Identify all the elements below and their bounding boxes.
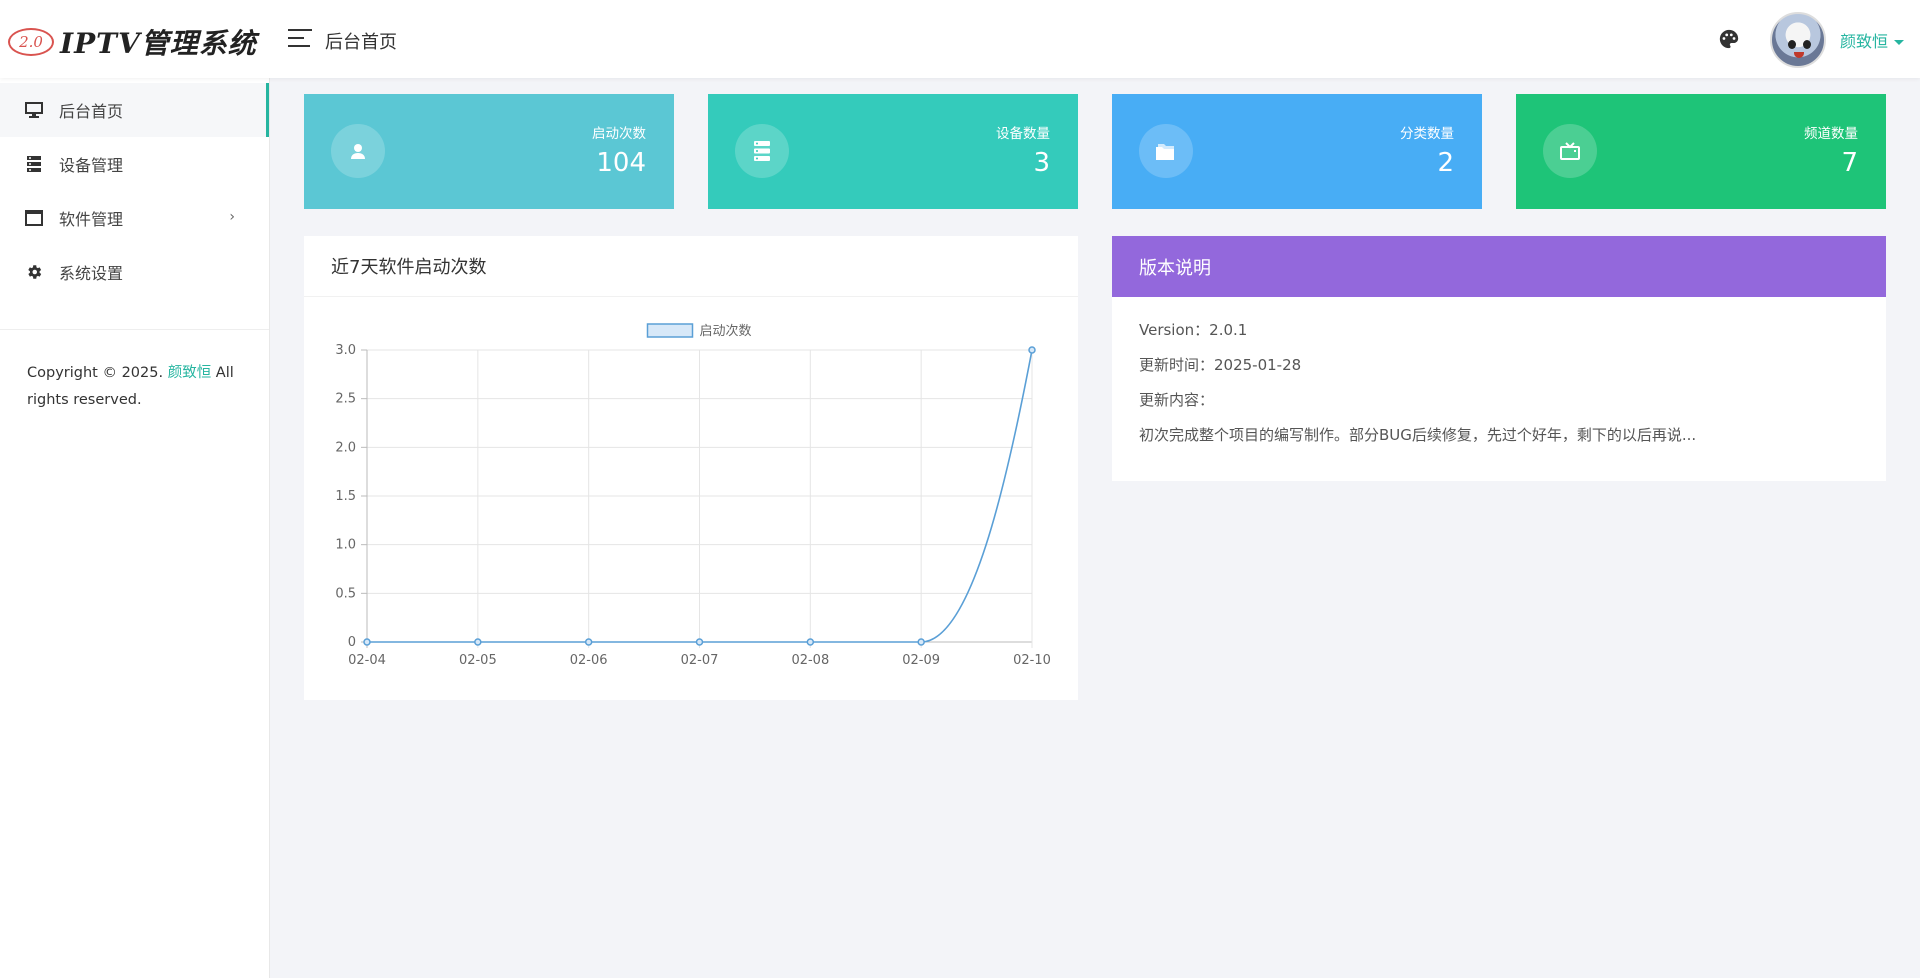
copyright-author-link[interactable]: 颜致恒 <box>167 365 212 381</box>
x-tick-label: 02-08 <box>791 653 829 668</box>
y-tick-label: 1.0 <box>335 538 356 553</box>
launch-count-chart: 0 0.5 1.0 1.5 2.0 2.5 3.0 02-04 02-05 02-06 02-07 0… <box>335 323 1051 668</box>
sidebar-divider <box>0 329 269 330</box>
stat-value: 104 <box>596 148 646 178</box>
y-tick-label: 1.5 <box>335 489 356 504</box>
user-menu[interactable]: 颜致恒 <box>1840 28 1905 52</box>
sidebar-item-dashboard[interactable]: 后台首页 <box>0 83 269 137</box>
copyright-prefix: Copyright © 2025. <box>27 365 168 381</box>
x-tick-label: 02-07 <box>681 653 719 668</box>
copyright-suffix: All rights reserved. <box>27 365 234 408</box>
sidebar-item-label: 后台首页 <box>59 102 124 121</box>
stat-label: 分类数量 <box>1400 126 1454 142</box>
data-point <box>584 638 593 646</box>
user-name-label: 颜致恒 <box>1840 32 1889 51</box>
logo-title: IPTV管理系统 <box>60 27 257 60</box>
stat-label: 设备数量 <box>996 126 1050 142</box>
stat-label: 启动次数 <box>592 126 646 142</box>
sidebar-item-label: 系统设置 <box>59 264 124 283</box>
user-avatar[interactable] <box>1770 12 1826 68</box>
data-point <box>917 638 925 646</box>
page-title: 后台首页 <box>325 32 397 53</box>
stat-card-categories[interactable]: 分类数量 2 <box>1112 94 1482 209</box>
y-tick-label: 2.5 <box>335 392 356 407</box>
x-tick-label: 02-09 <box>902 653 940 668</box>
x-tick-label: 02-04 <box>348 653 386 668</box>
legend-label: 启动次数 <box>700 323 752 339</box>
y-tick-label: 2.0 <box>335 440 356 455</box>
version-panel-title: 版本说明 <box>1112 236 1886 297</box>
update-content-label: 更新内容： <box>1139 391 1215 409</box>
version-number: Version：2.0.1 <box>1139 321 1248 339</box>
stat-value: 3 <box>1033 148 1050 178</box>
stat-card-devices[interactable]: 设备数量 3 <box>708 94 1078 209</box>
x-tick-label: 02-05 <box>459 653 497 668</box>
server-icon <box>25 155 43 173</box>
stat-value: 2 <box>1437 148 1454 178</box>
y-tick-label: 0 <box>348 635 356 650</box>
caret-down-icon <box>1894 40 1905 45</box>
data-point <box>1028 346 1036 354</box>
window-icon <box>25 209 43 227</box>
version-panel: 版本说明 Version：2.0.1 更新时间：2025-01-28 更新内容：… <box>1112 236 1886 481</box>
sidebar-item-software[interactable]: 软件管理 › <box>0 191 269 245</box>
x-tick-label: 02-06 <box>570 653 608 668</box>
palette-icon[interactable] <box>1718 28 1740 50</box>
monitor-icon <box>25 101 43 119</box>
data-point <box>474 638 482 646</box>
menu-toggle-icon[interactable] <box>288 29 312 49</box>
copyright-text: Copyright © 2025. 颜致恒 All rights reserve… <box>0 330 269 444</box>
logo-version-badge: 2.0 <box>8 28 54 56</box>
stat-label: 频道数量 <box>1804 126 1858 142</box>
gear-icon <box>25 263 43 281</box>
chart-panel-title: 近7天软件启动次数 <box>304 236 1078 297</box>
update-content: 初次完成整个项目的编写制作。部分BUG后续修复，先过个好年，剩下的以后再说... <box>1139 426 1697 444</box>
x-tick-label: 02-10 <box>1013 653 1051 668</box>
sidebar-item-devices[interactable]: 设备管理 <box>0 137 269 191</box>
y-tick-label: 3.0 <box>335 343 356 358</box>
data-point <box>806 638 815 646</box>
sidebar-item-label: 设备管理 <box>59 156 124 175</box>
app-logo[interactable]: 2.0 IPTV管理系统 <box>8 22 257 62</box>
legend-swatch <box>646 323 694 338</box>
chart-panel: 近7天软件启动次数 0 0.5 1.0 1.5 2.0 2.5 3.0 02-04 02-05 0… <box>304 236 1078 700</box>
y-tick-label: 0.5 <box>335 586 356 601</box>
stat-card-channels[interactable]: 频道数量 7 <box>1516 94 1886 209</box>
tv-icon <box>1543 124 1597 178</box>
stat-card-launches[interactable]: 启动次数 104 <box>304 94 674 209</box>
series-line <box>367 349 1033 643</box>
chevron-right-icon: › <box>229 209 235 225</box>
sidebar-item-label: 软件管理 <box>59 210 124 229</box>
user-icon <box>331 124 385 178</box>
data-point <box>363 638 371 646</box>
folder-icon <box>1139 124 1193 178</box>
data-point <box>695 638 704 646</box>
top-header: 2.0 IPTV管理系统 后台首页 颜致恒 <box>0 0 1920 78</box>
sidebar: 后台首页 设备管理 软件管理 › 系统设置 Copyright © 2025. … <box>0 78 270 978</box>
stat-value: 7 <box>1841 148 1858 178</box>
version-info: Version：2.0.1 更新时间：2025-01-28 更新内容： 初次完成… <box>1112 297 1886 469</box>
sidebar-item-settings[interactable]: 系统设置 <box>0 245 269 299</box>
update-time: 更新时间：2025-01-28 <box>1139 356 1302 374</box>
server-icon <box>735 124 789 178</box>
